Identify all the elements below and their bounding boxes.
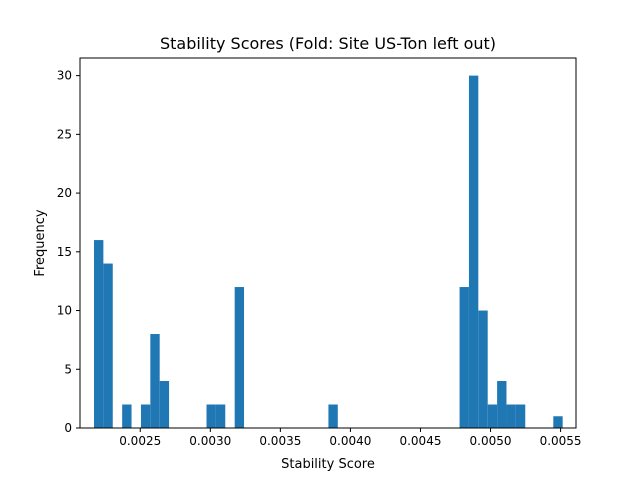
histogram-bar-1 <box>103 263 113 428</box>
histogram-bar-7 <box>215 404 226 428</box>
histogram-bar-15 <box>506 404 516 428</box>
histogram-bar-10 <box>459 287 469 428</box>
y-tick-label-5: 25 <box>57 127 72 141</box>
x-tick-label-2: 0.0035 <box>259 434 301 448</box>
x-tick-label-6: 0.0055 <box>540 434 582 448</box>
x-tick-label-4: 0.0045 <box>399 434 441 448</box>
y-tick-label-0: 0 <box>64 421 72 435</box>
histogram-bar-4 <box>150 334 160 428</box>
histogram-bar-3 <box>140 404 151 428</box>
x-tick-label-5: 0.0050 <box>470 434 512 448</box>
histogram-bar-8 <box>234 287 245 428</box>
y-tick-label-6: 30 <box>57 69 72 83</box>
bars-group <box>94 75 563 428</box>
histogram-bar-6 <box>206 404 216 428</box>
histogram-bar-16 <box>515 404 526 428</box>
y-axis-label: Frequency <box>33 209 48 276</box>
x-tick-label-1: 0.0030 <box>189 434 231 448</box>
chart-title: Stability Scores (Fold: Site US-Ton left… <box>160 34 496 53</box>
histogram-bar-0 <box>94 240 104 428</box>
histogram-bar-5 <box>159 381 170 428</box>
y-tick-label-3: 15 <box>57 245 72 259</box>
y-tick-label-4: 20 <box>57 186 72 200</box>
y-axis-ticks: 0 5 10 15 20 25 30 <box>57 69 80 435</box>
histogram-bar-12 <box>478 310 488 428</box>
y-tick-label-2: 10 <box>57 304 72 318</box>
x-axis-label: Stability Score <box>281 457 375 472</box>
histogram-bar-17 <box>553 416 563 428</box>
histogram-bar-2 <box>122 404 132 428</box>
x-axis-ticks: 0.0025 0.0030 0.0035 0.0040 0.0045 0.0050 0.00… <box>119 428 582 448</box>
y-tick-label-1: 5 <box>64 362 72 376</box>
plot-frame <box>79 57 577 429</box>
x-tick-label-0: 0.0025 <box>119 434 161 448</box>
histogram-bar-13 <box>487 404 498 428</box>
histogram-bar-11 <box>468 75 479 428</box>
histogram-bar-9 <box>328 404 338 428</box>
histogram-bar-14 <box>497 381 507 428</box>
x-tick-label-3: 0.0040 <box>329 434 371 448</box>
